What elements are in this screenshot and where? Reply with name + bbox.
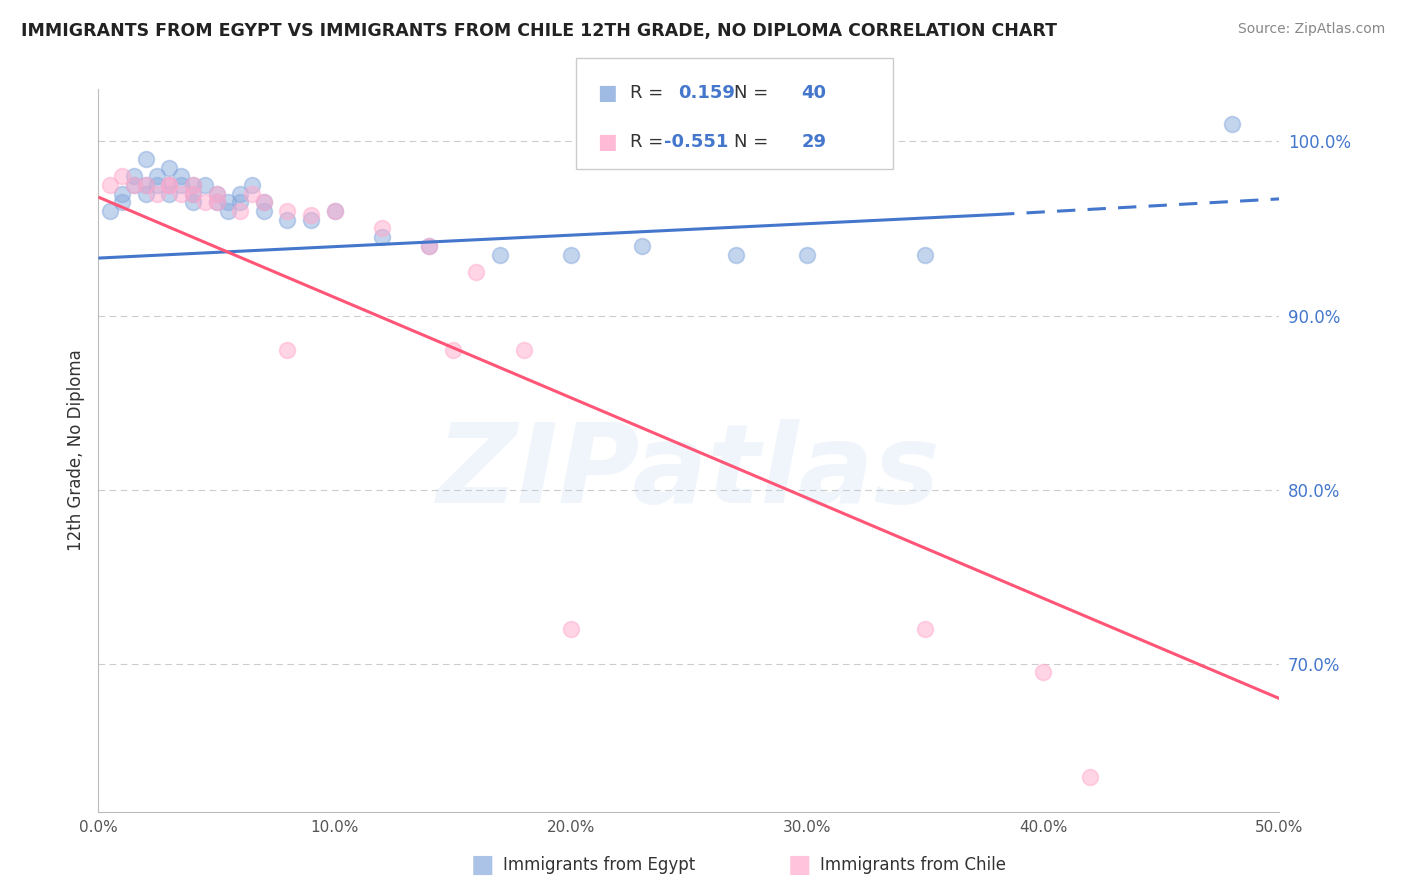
- Point: [229, 186, 252, 201]
- Point: [240, 178, 263, 192]
- Point: [229, 204, 252, 219]
- Point: [418, 239, 440, 253]
- Text: ■: ■: [471, 854, 495, 877]
- Point: [276, 343, 298, 358]
- Point: [512, 343, 534, 358]
- Text: N =: N =: [734, 134, 773, 152]
- Point: [146, 169, 169, 184]
- Point: [1032, 665, 1054, 680]
- Point: [560, 247, 582, 261]
- Point: [111, 186, 134, 201]
- Point: [299, 208, 322, 222]
- Text: Immigrants from Egypt: Immigrants from Egypt: [503, 856, 696, 874]
- Point: [796, 247, 818, 261]
- Point: [725, 247, 748, 261]
- Point: [135, 178, 157, 192]
- Point: [122, 178, 145, 192]
- Point: [489, 247, 512, 261]
- Point: [157, 178, 180, 192]
- Point: [181, 178, 204, 192]
- Point: [229, 195, 252, 210]
- Point: [170, 178, 193, 192]
- Point: [181, 178, 204, 192]
- Text: N =: N =: [734, 84, 773, 103]
- Point: [194, 195, 217, 210]
- Text: 29: 29: [801, 134, 827, 152]
- Point: [157, 186, 180, 201]
- Point: [98, 204, 121, 219]
- Point: [181, 186, 204, 201]
- Point: [1220, 117, 1243, 131]
- Point: [253, 195, 276, 210]
- Point: [323, 204, 346, 219]
- Point: [276, 204, 298, 219]
- Point: [146, 186, 169, 201]
- Point: [181, 195, 204, 210]
- Point: [371, 221, 394, 235]
- Point: [276, 212, 298, 227]
- Y-axis label: 12th Grade, No Diploma: 12th Grade, No Diploma: [66, 350, 84, 551]
- Point: [253, 195, 276, 210]
- Point: [170, 169, 193, 184]
- Point: [146, 178, 169, 192]
- Point: [240, 186, 263, 201]
- Point: [253, 204, 276, 219]
- Point: [205, 186, 228, 201]
- Point: [135, 178, 157, 192]
- Point: [157, 178, 180, 192]
- Point: [181, 186, 204, 201]
- Point: [914, 247, 936, 261]
- Point: [418, 239, 440, 253]
- Text: -0.551: -0.551: [664, 134, 728, 152]
- Text: ■: ■: [598, 132, 617, 153]
- Point: [205, 195, 228, 210]
- Point: [465, 265, 488, 279]
- Point: [111, 195, 134, 210]
- Point: [371, 230, 394, 244]
- Point: [914, 622, 936, 636]
- Point: [217, 195, 239, 210]
- Text: ZIPatlas: ZIPatlas: [437, 418, 941, 525]
- Point: [205, 186, 228, 201]
- Point: [157, 161, 180, 175]
- Text: ■: ■: [598, 83, 617, 103]
- Text: IMMIGRANTS FROM EGYPT VS IMMIGRANTS FROM CHILE 12TH GRADE, NO DIPLOMA CORRELATIO: IMMIGRANTS FROM EGYPT VS IMMIGRANTS FROM…: [21, 22, 1057, 40]
- Point: [157, 178, 180, 192]
- Point: [441, 343, 464, 358]
- Point: [135, 152, 157, 166]
- Point: [135, 186, 157, 201]
- Point: [323, 204, 346, 219]
- Point: [217, 204, 239, 219]
- Text: R =: R =: [630, 84, 669, 103]
- Point: [299, 212, 322, 227]
- Text: ■: ■: [787, 854, 811, 877]
- Point: [560, 622, 582, 636]
- Point: [170, 186, 193, 201]
- Point: [205, 195, 228, 210]
- Point: [111, 169, 134, 184]
- Text: Immigrants from Chile: Immigrants from Chile: [820, 856, 1005, 874]
- Text: 40: 40: [801, 84, 827, 103]
- Point: [98, 178, 121, 192]
- Point: [122, 169, 145, 184]
- Point: [194, 178, 217, 192]
- Text: 0.159: 0.159: [678, 84, 734, 103]
- Point: [122, 178, 145, 192]
- Text: Source: ZipAtlas.com: Source: ZipAtlas.com: [1237, 22, 1385, 37]
- Point: [630, 239, 652, 253]
- Point: [1080, 770, 1102, 784]
- Text: R =: R =: [630, 134, 669, 152]
